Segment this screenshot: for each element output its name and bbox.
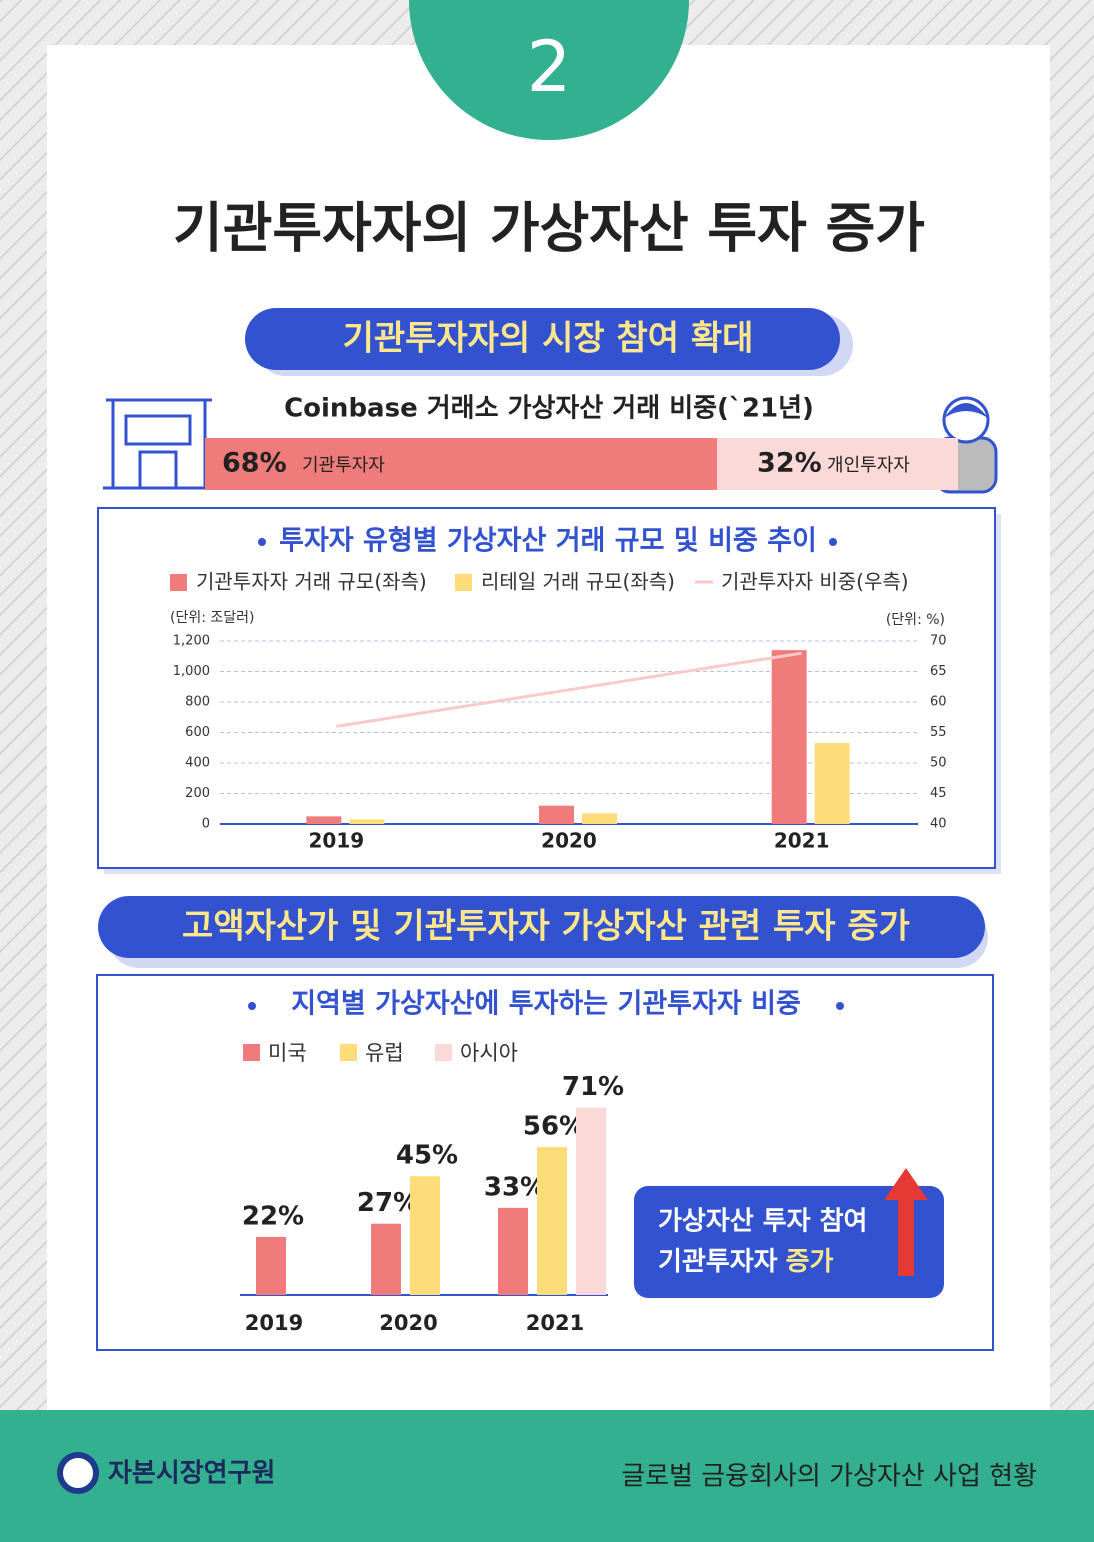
bullet bbox=[248, 1002, 256, 1010]
value-label: 27% bbox=[357, 1188, 419, 1218]
x-tick-label: 2019 bbox=[245, 1311, 303, 1335]
bullet bbox=[258, 538, 266, 546]
bar-segment bbox=[205, 438, 718, 490]
legend-swatch bbox=[340, 1044, 357, 1061]
legend-label: 리테일 거래 규모(좌측) bbox=[481, 570, 675, 594]
bar bbox=[306, 816, 342, 824]
bar bbox=[537, 1147, 567, 1295]
value-label: 71% bbox=[562, 1072, 624, 1102]
legend-swatch bbox=[455, 574, 472, 591]
section-pill bbox=[98, 896, 985, 958]
y-tick-label: 1,000 bbox=[173, 664, 210, 679]
callout-box bbox=[634, 1186, 944, 1298]
bar bbox=[582, 813, 617, 824]
footer-doc: 글로벌 금융회사의 가상자산 사업 현황 bbox=[621, 1462, 1037, 1492]
badge-circle bbox=[409, 0, 689, 140]
value-label: 32% bbox=[757, 448, 822, 479]
legend-swatch bbox=[243, 1044, 260, 1061]
value-label: 56% bbox=[523, 1112, 585, 1142]
legend-label: 미국 bbox=[268, 1041, 307, 1065]
bar bbox=[539, 805, 574, 824]
legend-swatch bbox=[435, 1044, 452, 1061]
y-tick-label: 200 bbox=[185, 786, 210, 801]
callout-highlight: 증가 bbox=[786, 1247, 834, 1277]
bullet bbox=[836, 1002, 844, 1010]
section-title: 기관투자자의 시장 참여 확대 bbox=[343, 319, 754, 359]
up-arrow bbox=[884, 1168, 928, 1276]
page-title: 기관투자자의 가상자산 투자 증가 bbox=[173, 197, 925, 260]
legend-label: 유럽 bbox=[365, 1041, 404, 1065]
callout-line: 가상자산 투자 참여 bbox=[658, 1207, 867, 1237]
footer-org: 자본시장연구원 bbox=[108, 1459, 275, 1489]
y2-tick-label: 50 bbox=[930, 756, 947, 771]
legend-label: 기관투자자 비중(우측) bbox=[721, 570, 909, 594]
section-pill bbox=[245, 308, 840, 370]
value-label: 22% bbox=[242, 1201, 304, 1231]
y2-tick-label: 65 bbox=[930, 664, 947, 679]
value-label: 45% bbox=[396, 1141, 458, 1171]
series-name: 개인투자자 bbox=[827, 455, 910, 476]
x-tick-label: 2020 bbox=[379, 1311, 437, 1335]
section-title: 고액자산가 및 기관투자자 가상자산 관련 투자 증가 bbox=[182, 907, 910, 947]
logo bbox=[57, 1452, 99, 1494]
legend-label: 기관투자자 거래 규모(좌측) bbox=[196, 570, 427, 594]
building-icon bbox=[103, 398, 215, 490]
bar bbox=[498, 1207, 528, 1295]
value-label: 33% bbox=[484, 1172, 546, 1202]
badge-number: 2 bbox=[527, 26, 572, 108]
bar bbox=[576, 1107, 606, 1295]
y2-tick-label: 55 bbox=[930, 725, 947, 740]
axis-unit: (단위: %) bbox=[886, 612, 945, 628]
x-tick-label: 2021 bbox=[774, 829, 830, 853]
legend-label: 아시아 bbox=[460, 1041, 518, 1065]
legend-swatch bbox=[170, 574, 187, 591]
y2-tick-label: 40 bbox=[930, 817, 947, 832]
y2-tick-label: 45 bbox=[930, 786, 947, 801]
y2-tick-label: 60 bbox=[930, 695, 947, 710]
x-tick-label: 2019 bbox=[308, 829, 364, 853]
bar bbox=[814, 743, 850, 824]
y-tick-label: 600 bbox=[185, 725, 210, 740]
callout-line: 기관투자자 증가 bbox=[658, 1247, 834, 1277]
footer-band bbox=[0, 1410, 1094, 1542]
axis-unit: (단위: 조달러) bbox=[170, 610, 255, 626]
chart-title: 투자자 유형별 가상자산 거래 규모 및 비중 추이 bbox=[279, 526, 817, 557]
bar-segment bbox=[717, 438, 958, 490]
x-tick-label: 2020 bbox=[541, 829, 597, 853]
y-tick-label: 800 bbox=[185, 695, 210, 710]
y-tick-label: 1,200 bbox=[173, 634, 210, 649]
bar bbox=[410, 1176, 440, 1295]
bar bbox=[771, 650, 807, 824]
y2-tick-label: 70 bbox=[930, 634, 947, 649]
line-series bbox=[336, 651, 802, 728]
y-tick-label: 0 bbox=[202, 817, 210, 832]
callout-text: 기관투자자 bbox=[658, 1247, 778, 1277]
bullet bbox=[829, 538, 837, 546]
bar bbox=[349, 819, 385, 824]
chart-title: Coinbase 거래소 가상자산 거래 비중(`21년) bbox=[284, 394, 814, 424]
y-tick-label: 400 bbox=[185, 756, 210, 771]
bar bbox=[256, 1236, 286, 1295]
chart-title: 지역별 가상자산에 투자하는 기관투자자 비중 bbox=[291, 989, 801, 1020]
series-name: 기관투자자 bbox=[302, 455, 385, 476]
bar bbox=[371, 1223, 401, 1295]
x-tick-label: 2021 bbox=[526, 1311, 584, 1335]
value-label: 68% bbox=[222, 448, 287, 479]
